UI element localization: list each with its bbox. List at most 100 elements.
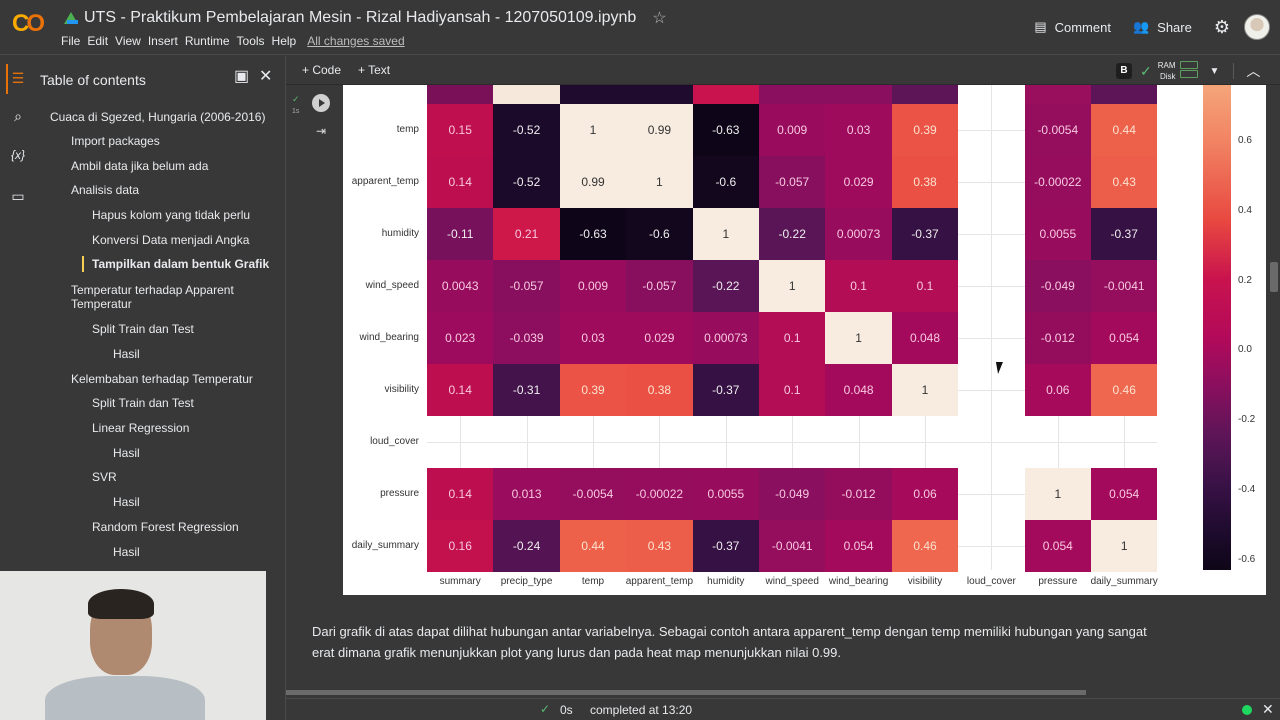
heatmap-cell: 0.16 <box>427 520 494 572</box>
menu-edit[interactable]: Edit <box>87 34 109 48</box>
heatmap-cell: 0.054 <box>1024 520 1091 572</box>
y-tick-label: wind_bearing <box>359 332 420 343</box>
heatmap-cell: -0.039 <box>493 312 560 364</box>
backend-badge: B <box>1116 63 1132 79</box>
heatmap-cell-partial <box>493 85 560 104</box>
heatmap-cell: -0.0054 <box>559 468 627 520</box>
heatmap-cell: 0.06 <box>1024 364 1091 416</box>
chevron-up-icon[interactable]: ︿ <box>1246 63 1261 79</box>
heatmap-cell: -0.0041 <box>759 520 826 572</box>
heatmap-cell: 0.013 <box>493 468 560 520</box>
heatmap-cell: 0.14 <box>427 156 494 208</box>
close-status-icon[interactable]: ✕ <box>1262 701 1274 717</box>
star-icon[interactable]: ☆ <box>652 10 667 27</box>
heatmap-cell: -0.37 <box>692 520 759 572</box>
runtime-status[interactable]: B ✓ RAM Disk ▼ ︿ <box>1116 60 1260 82</box>
folder-icon[interactable]: ▭ <box>11 188 25 204</box>
webcam-overlay <box>0 571 266 720</box>
toc-item[interactable]: Import packages <box>71 134 160 148</box>
menu-runtime[interactable]: Runtime <box>184 34 230 48</box>
chevron-down-icon[interactable]: ▼ <box>1209 65 1220 77</box>
heatmap-cell: 0.00073 <box>692 312 759 364</box>
markdown-cell[interactable]: Dari grafik di atas dapat dilihat hubung… <box>312 624 1147 660</box>
colorbar-tick: 0.6 <box>1238 135 1252 146</box>
x-tick-label: apparent_temp <box>625 576 694 587</box>
heatmap-cell: -0.057 <box>493 260 560 312</box>
x-tick-label: pressure <box>1038 576 1078 587</box>
heatmap-cell: 0.0055 <box>692 468 759 520</box>
notebook-title[interactable]: UTS - Praktikum Pembelajaran Mesin - Riz… <box>84 9 637 26</box>
heatmap-cell: 0.054 <box>1091 312 1158 364</box>
toc-title: Table of contents <box>40 72 146 88</box>
heatmap-cell: 0.1 <box>825 260 892 312</box>
heatmap-cell: 0.03 <box>559 312 627 364</box>
correlation-heatmap: 0.15 -0.52 1 0.99 -0.63 0.009 0.03 0.39 -0.0054 0… <box>343 85 1266 595</box>
colab-logo[interactable]: CO <box>12 10 45 37</box>
heatmap-cell: -0.37 <box>692 364 759 416</box>
toc-item-active[interactable]: Tampilkan dalam bentuk Grafik <box>81 256 270 272</box>
colorbar-tick: 0.0 <box>1238 344 1252 355</box>
toc-item[interactable]: Hasil <box>113 545 140 559</box>
y-tick-label: apparent_temp <box>351 176 419 187</box>
toc-item[interactable]: Hapus kolom yang tidak perlu <box>92 208 251 222</box>
menu-insert[interactable]: Insert <box>147 34 178 48</box>
close-icon[interactable]: ✕ <box>259 68 273 85</box>
heatmap-cell: -0.0054 <box>1024 104 1091 156</box>
divider <box>1233 63 1235 79</box>
colorbar <box>1203 85 1231 570</box>
colorbar-tick: 0.4 <box>1238 205 1252 216</box>
heatmap-cell: -0.24 <box>493 520 560 572</box>
heatmap-cell: 0.14 <box>427 364 494 416</box>
menu-help[interactable]: Help <box>271 34 297 48</box>
add-text-button[interactable]: + Text <box>358 63 391 77</box>
toc-item[interactable]: Ambil data jika belum ada <box>71 159 209 173</box>
person-hair <box>88 589 154 619</box>
toc-item[interactable]: Split Train dan Test <box>92 322 194 336</box>
toc-item[interactable]: Split Train dan Test <box>92 396 194 410</box>
search-icon[interactable]: ⌕ <box>14 108 22 124</box>
comment-button[interactable]: ▤ Comment <box>1034 19 1111 35</box>
toc-item[interactable]: Linear Regression <box>92 421 190 435</box>
toc-item[interactable]: Analisis data <box>71 183 140 197</box>
x-tick-label: precip_type <box>500 576 553 587</box>
open-in-tab-icon[interactable]: ▣ <box>234 68 250 85</box>
toc-item[interactable]: Cuaca di Sgezed, Hungaria (2006-2016) <box>50 110 266 124</box>
heatmap-cell: -0.0041 <box>1091 260 1158 312</box>
add-code-button[interactable]: + Code <box>302 63 342 77</box>
run-cell-button[interactable] <box>312 94 330 112</box>
menu-view[interactable]: View <box>115 34 141 48</box>
people-icon: 👥 <box>1132 19 1150 34</box>
toc-item[interactable]: Temperatur terhadap Apparent Temperatur <box>71 283 234 311</box>
share-button[interactable]: 👥 Share <box>1133 19 1192 35</box>
gear-icon[interactable]: ⚙ <box>1213 16 1230 37</box>
ram-meter <box>1179 61 1198 69</box>
menu-tools[interactable]: Tools <box>236 34 265 48</box>
vertical-scrollbar[interactable] <box>1270 262 1278 292</box>
output-icon[interactable]: ⇥ <box>316 124 327 138</box>
toc-item[interactable]: Konversi Data menjadi Angka <box>92 233 250 247</box>
heatmap-cell: 1 <box>825 312 892 364</box>
heatmap-cell: 0.0055 <box>1024 208 1091 260</box>
toc-item[interactable]: Random Forest Regression <box>92 520 239 534</box>
y-tick-label: wind_speed <box>365 280 419 291</box>
menu-file[interactable]: File <box>61 34 81 48</box>
heatmap-cell: -0.11 <box>427 208 494 260</box>
heatmap-cell: 1 <box>626 156 693 208</box>
toc-item[interactable]: SVR <box>92 470 117 484</box>
avatar[interactable] <box>1244 14 1270 40</box>
grid-line <box>427 442 1157 443</box>
x-tick-label: wind_bearing <box>828 576 889 587</box>
toc-item[interactable]: Hasil <box>113 347 140 361</box>
horizontal-scrollbar[interactable] <box>286 690 1086 695</box>
toc-item[interactable]: Hasil <box>113 495 140 509</box>
toc-item[interactable]: Hasil <box>113 446 140 460</box>
toc-item[interactable]: Kelembaban terhadap Temperatur <box>71 372 253 386</box>
save-status[interactable]: All changes saved <box>307 34 405 48</box>
heatmap-cell: -0.63 <box>559 208 627 260</box>
heatmap-cell: -0.057 <box>759 156 826 208</box>
toc-icon[interactable]: ☰ <box>11 70 25 86</box>
status-completed[interactable]: completed at 13:20 <box>590 703 693 717</box>
grid-line <box>991 85 993 570</box>
variables-icon[interactable]: {x} <box>10 148 25 162</box>
exec-status-check-icon: ✓ 1s <box>292 94 300 115</box>
